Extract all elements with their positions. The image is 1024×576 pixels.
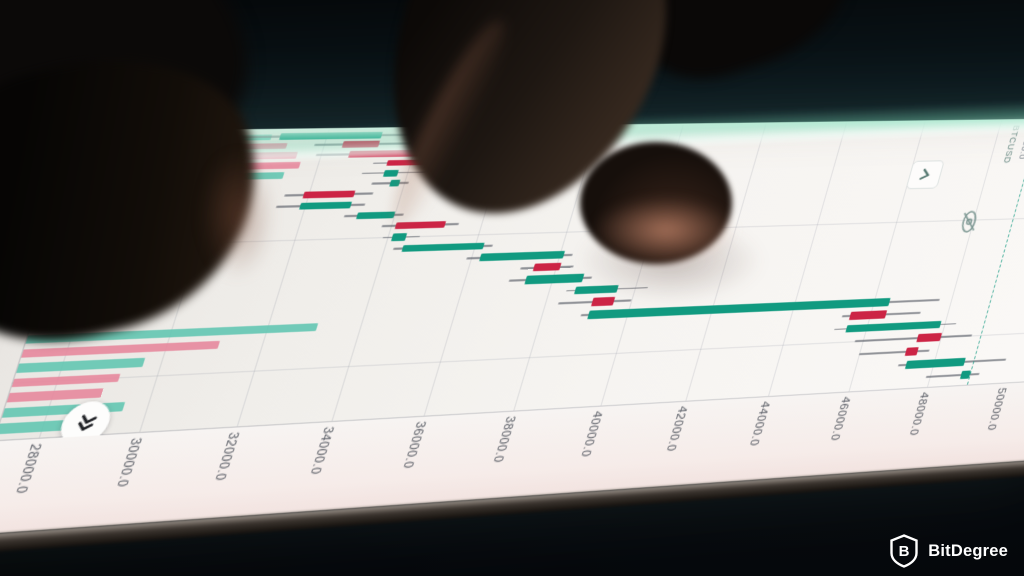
volume-bar (20, 340, 221, 359)
price-tick-label: 38000.0 (489, 415, 518, 464)
price-tick-label: 30000.0 (113, 437, 144, 488)
candle-body (478, 251, 565, 262)
candle-wick (854, 334, 972, 342)
price-tick-label: 40000.0 (577, 410, 605, 458)
candle-body (383, 169, 400, 177)
candle-wick (925, 373, 980, 378)
svg-text:B: B (899, 543, 910, 560)
price-tick-label: 46000.0 (827, 396, 853, 442)
candle-body (905, 346, 920, 356)
price-tick-label: 42000.0 (663, 405, 690, 452)
price-tick-label: 32000.0 (211, 431, 242, 482)
price-tick-label-partial: 50000.0 (984, 387, 1008, 432)
candle-wick (858, 349, 930, 355)
price-gridline (768, 121, 848, 397)
fingertip-underglow (592, 196, 737, 264)
candle-body (916, 332, 943, 343)
double-chevron-down-icon (68, 410, 104, 437)
watermark-brand: BitDegree (928, 541, 1008, 560)
candle-body (845, 320, 942, 333)
candle-body (299, 201, 353, 210)
candle-body (905, 357, 966, 369)
volume-bar (16, 357, 146, 373)
price-tick-label: 48000.0 (906, 391, 931, 437)
watermark: B BitDegree (889, 534, 1008, 568)
volume-bar (6, 388, 104, 403)
current-price-line (967, 118, 1024, 385)
candle-body (524, 274, 584, 284)
candle-body (532, 262, 562, 272)
candle-body (390, 233, 407, 241)
candle-body (356, 211, 396, 220)
price-tick-label: 34000.0 (306, 426, 336, 476)
chevron-icon (917, 168, 933, 182)
price-tick-label: 28000.0 (11, 443, 44, 495)
volume-bar (11, 373, 121, 388)
thumb-rim-light (200, 150, 275, 280)
price-tick-label: 36000.0 (399, 420, 428, 470)
shield-b-logo-icon: B (890, 534, 918, 568)
price-tick-label: 44000.0 (746, 400, 772, 447)
candle-body (302, 190, 356, 199)
candle-body (849, 310, 887, 320)
candle-body (591, 297, 616, 307)
